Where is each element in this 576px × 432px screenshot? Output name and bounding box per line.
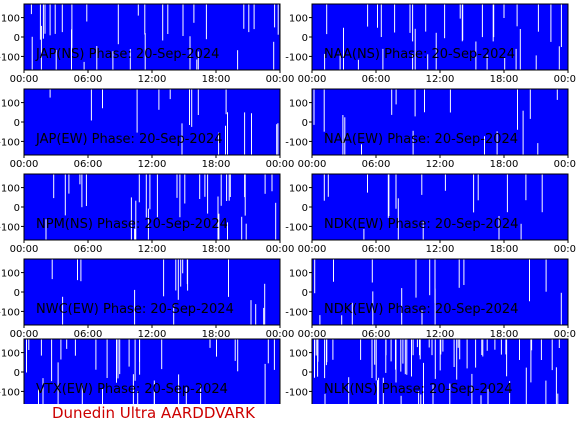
y-tick-label: 0 bbox=[302, 118, 308, 129]
phase-panel: 100 0 -100 00:00 06:00 12:00 18:00 00:00 NPM(NS)… bbox=[0, 173, 295, 255]
y-tick-label: 100 bbox=[289, 269, 308, 280]
x-tick-label: 00:00 bbox=[10, 244, 39, 255]
phase-panel: 100 0 -100 00:00 06:00 12:00 18:00 00:00 NAA(EW)… bbox=[285, 88, 576, 170]
x-tick-label: 06:00 bbox=[362, 74, 391, 85]
x-tick-label: 06:00 bbox=[74, 244, 103, 255]
panel-title: JAP(EW) Phase: 20-Sep-2024 bbox=[35, 132, 223, 147]
phase-panel: 1000-10000:0006:0012:0018:0000:00NLK(NS)… bbox=[285, 338, 569, 404]
x-tick-label: 00:00 bbox=[554, 74, 576, 85]
x-tick-label: 06:00 bbox=[74, 329, 103, 340]
y-tick-label: 0 bbox=[302, 33, 308, 44]
y-tick-label: 0 bbox=[14, 368, 20, 379]
y-tick-label: 0 bbox=[302, 203, 308, 214]
panel-title: NDK(EW) Phase: 20-Sep-2024 bbox=[324, 217, 518, 232]
panel-title: VTX(EW) Phase: 20-Sep-2024 bbox=[36, 382, 228, 397]
x-tick-label: 06:00 bbox=[362, 244, 391, 255]
x-tick-label: 18:00 bbox=[202, 244, 231, 255]
x-tick-label: 00:00 bbox=[266, 329, 295, 340]
x-tick-label: 00:00 bbox=[298, 74, 327, 85]
x-tick-label: 00:00 bbox=[298, 244, 327, 255]
x-tick-label: 18:00 bbox=[202, 329, 231, 340]
y-tick-label: -100 bbox=[0, 387, 20, 398]
y-tick-label: 0 bbox=[302, 368, 308, 379]
x-tick-label: 12:00 bbox=[426, 329, 455, 340]
phase-panel: 100 0 -100 00:00 06:00 12:00 18:00 00:00 NAA(NS)… bbox=[285, 3, 576, 85]
phase-panel: 100 0 -100 00:00 06:00 12:00 18:00 00:00 JAP(NS)… bbox=[0, 3, 295, 85]
x-tick-label: 00:00 bbox=[554, 244, 576, 255]
y-tick-label: -100 bbox=[0, 52, 20, 63]
x-tick-label: 06:00 bbox=[74, 159, 103, 170]
panel-title: NPM(NS) Phase: 20-Sep-2024 bbox=[36, 217, 228, 232]
x-tick-label: 00:00 bbox=[10, 74, 39, 85]
phase-plots-figure: 100 0 -100 00:00 06:00 12:00 18:00 00:00 JAP(NS)… bbox=[0, 3, 576, 404]
y-tick-label: -100 bbox=[0, 222, 20, 233]
y-tick-label: -100 bbox=[285, 307, 308, 318]
x-tick-label: 00:00 bbox=[10, 159, 39, 170]
x-tick-label: 00:00 bbox=[266, 244, 295, 255]
y-tick-label: 100 bbox=[1, 269, 20, 280]
y-tick-label: 0 bbox=[302, 288, 308, 299]
panel-title: NAA(EW) Phase: 20-Sep-2024 bbox=[324, 132, 518, 147]
x-tick-label: 18:00 bbox=[490, 74, 519, 85]
x-tick-label: 12:00 bbox=[138, 74, 167, 85]
x-tick-label: 18:00 bbox=[490, 329, 519, 340]
plot-area bbox=[312, 259, 568, 325]
panel-title: NAA(NS) Phase: 20-Sep-2024 bbox=[324, 47, 515, 62]
x-tick-label: 12:00 bbox=[138, 159, 167, 170]
panel-title: NDK(EW) Phase: 20-Sep-2024 bbox=[324, 302, 518, 317]
credit-text: Dunedin Ultra AARDDVARK bbox=[52, 404, 255, 422]
y-tick-label: 100 bbox=[289, 99, 308, 110]
y-tick-label: 100 bbox=[289, 349, 308, 360]
phase-panel: 100 0 -100 00:00 06:00 12:00 18:00 00:00 NDK(EW)… bbox=[285, 173, 576, 255]
x-tick-label: 00:00 bbox=[266, 159, 295, 170]
y-tick-label: 0 bbox=[14, 288, 20, 299]
x-tick-label: 18:00 bbox=[490, 244, 519, 255]
y-tick-label: 100 bbox=[1, 349, 20, 360]
x-tick-label: 00:00 bbox=[266, 74, 295, 85]
y-tick-label: 100 bbox=[1, 184, 20, 195]
plot-area bbox=[312, 174, 568, 240]
plot-area bbox=[312, 4, 568, 70]
x-tick-label: 00:00 bbox=[554, 159, 576, 170]
y-tick-label: -100 bbox=[0, 307, 20, 318]
y-tick-label: -100 bbox=[285, 222, 308, 233]
phase-panel: 100 0 -100 00:00 06:00 12:00 18:00 00:00 NWC(EW)… bbox=[0, 258, 295, 340]
x-tick-label: 12:00 bbox=[138, 329, 167, 340]
x-tick-label: 00:00 bbox=[10, 329, 39, 340]
x-tick-label: 00:00 bbox=[298, 159, 327, 170]
y-tick-label: 100 bbox=[1, 99, 20, 110]
phase-panel: 1000-10000:0006:0012:0018:0000:00VTX(EW)… bbox=[0, 338, 281, 404]
x-tick-label: 12:00 bbox=[426, 244, 455, 255]
y-tick-label: -100 bbox=[285, 387, 308, 398]
x-tick-label: 00:00 bbox=[554, 329, 576, 340]
y-tick-label: -100 bbox=[285, 52, 308, 63]
plot-area bbox=[24, 174, 280, 240]
x-tick-label: 18:00 bbox=[202, 74, 231, 85]
panel-title: NLK(NS) Phase: 20-Sep-2024 bbox=[324, 382, 513, 397]
x-tick-label: 12:00 bbox=[426, 159, 455, 170]
x-tick-label: 06:00 bbox=[74, 74, 103, 85]
x-tick-label: 12:00 bbox=[426, 74, 455, 85]
y-tick-label: 0 bbox=[14, 33, 20, 44]
x-tick-label: 06:00 bbox=[362, 159, 391, 170]
x-tick-label: 12:00 bbox=[138, 244, 167, 255]
x-tick-label: 00:00 bbox=[298, 329, 327, 340]
phase-panel: 100 0 -100 00:00 06:00 12:00 18:00 00:00 NDK(EW)… bbox=[285, 258, 576, 340]
plot-area bbox=[24, 259, 280, 325]
plot-area bbox=[312, 89, 568, 155]
y-tick-label: -100 bbox=[0, 137, 20, 148]
panel-title: JAP(NS) Phase: 20-Sep-2024 bbox=[35, 47, 219, 62]
y-tick-label: 100 bbox=[1, 14, 20, 25]
x-tick-label: 18:00 bbox=[490, 159, 519, 170]
panel-title: NWC(EW) Phase: 20-Sep-2024 bbox=[36, 302, 234, 317]
plot-area bbox=[24, 89, 280, 155]
x-tick-label: 18:00 bbox=[202, 159, 231, 170]
y-tick-label: 0 bbox=[14, 118, 20, 129]
y-tick-label: -100 bbox=[285, 137, 308, 148]
y-tick-label: 100 bbox=[289, 14, 308, 25]
y-tick-label: 0 bbox=[14, 203, 20, 214]
y-tick-label: 100 bbox=[289, 184, 308, 195]
x-tick-label: 06:00 bbox=[362, 329, 391, 340]
phase-panel: 100 0 -100 00:00 06:00 12:00 18:00 00:00 JAP(EW)… bbox=[0, 88, 295, 170]
